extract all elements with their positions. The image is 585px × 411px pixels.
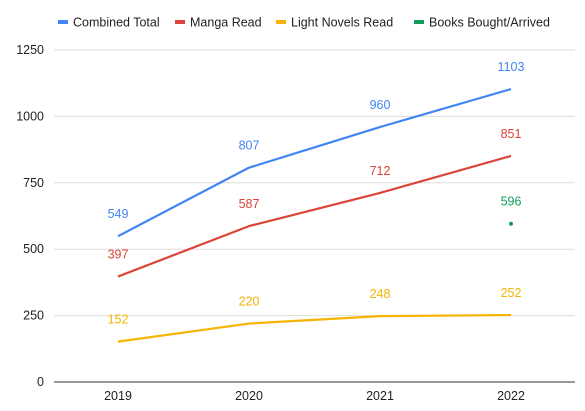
legend-item-light-novels-read: Light Novels Read (276, 16, 393, 30)
legend-label: Manga Read (190, 16, 262, 30)
series-line-combined-total (117, 87, 512, 238)
series-group (117, 87, 513, 343)
y-tick-label: 1250 (16, 43, 44, 57)
legend-swatch (58, 20, 68, 24)
series-line-manga-read (117, 154, 512, 278)
data-label: 152 (108, 313, 129, 327)
data-label: 851 (501, 127, 522, 141)
legend-label: Combined Total (73, 16, 160, 30)
legend-item-manga-read: Manga Read (175, 16, 262, 30)
data-labels: 549 807 960 1103 397 587 712 851 152 220 248 252 596 (108, 60, 525, 327)
legend-label: Light Novels Read (291, 16, 393, 30)
data-label: 587 (239, 197, 260, 211)
legend: Combined Total Manga Read Light Novels Rea… (58, 16, 550, 30)
legend-swatch (276, 20, 286, 24)
series-manga-read (117, 154, 512, 278)
y-tick-label: 500 (23, 242, 44, 256)
x-tick-label: 2020 (235, 389, 263, 403)
data-label: 549 (108, 207, 129, 221)
legend-item-books-bought-arrived: Books Bought/Arrived (414, 16, 550, 30)
data-label: 252 (501, 286, 522, 300)
legend-label: Books Bought/Arrived (429, 16, 550, 30)
x-tick-label: 2021 (366, 389, 394, 403)
data-label: 960 (370, 98, 391, 112)
data-point (509, 221, 513, 226)
data-label: 596 (501, 195, 522, 209)
legend-swatch (414, 20, 424, 24)
y-tick-label: 750 (23, 176, 44, 190)
data-label: 248 (370, 287, 391, 301)
gridlines (54, 49, 575, 383)
x-tick-label: 2019 (104, 389, 132, 403)
data-label: 807 (239, 139, 260, 153)
y-axis: 0 250 500 750 1000 1250 (16, 43, 44, 389)
y-tick-label: 0 (37, 375, 44, 389)
y-tick-label: 1000 (16, 109, 44, 123)
data-label: 1103 (498, 60, 525, 74)
y-tick-label: 250 (23, 309, 44, 323)
x-axis: 2019 2020 2021 2022 (104, 389, 525, 403)
data-label: 397 (108, 248, 129, 262)
data-label: 220 (239, 295, 260, 309)
x-tick-label: 2022 (497, 389, 525, 403)
legend-swatch (175, 20, 185, 24)
series-light-novels-read (117, 313, 512, 343)
data-label: 712 (370, 164, 391, 178)
series-combined-total (117, 87, 512, 238)
legend-item-combined-total: Combined Total (58, 16, 160, 30)
series-line-light-novels-read (117, 313, 512, 343)
series-books-bought-arrived (509, 221, 513, 226)
